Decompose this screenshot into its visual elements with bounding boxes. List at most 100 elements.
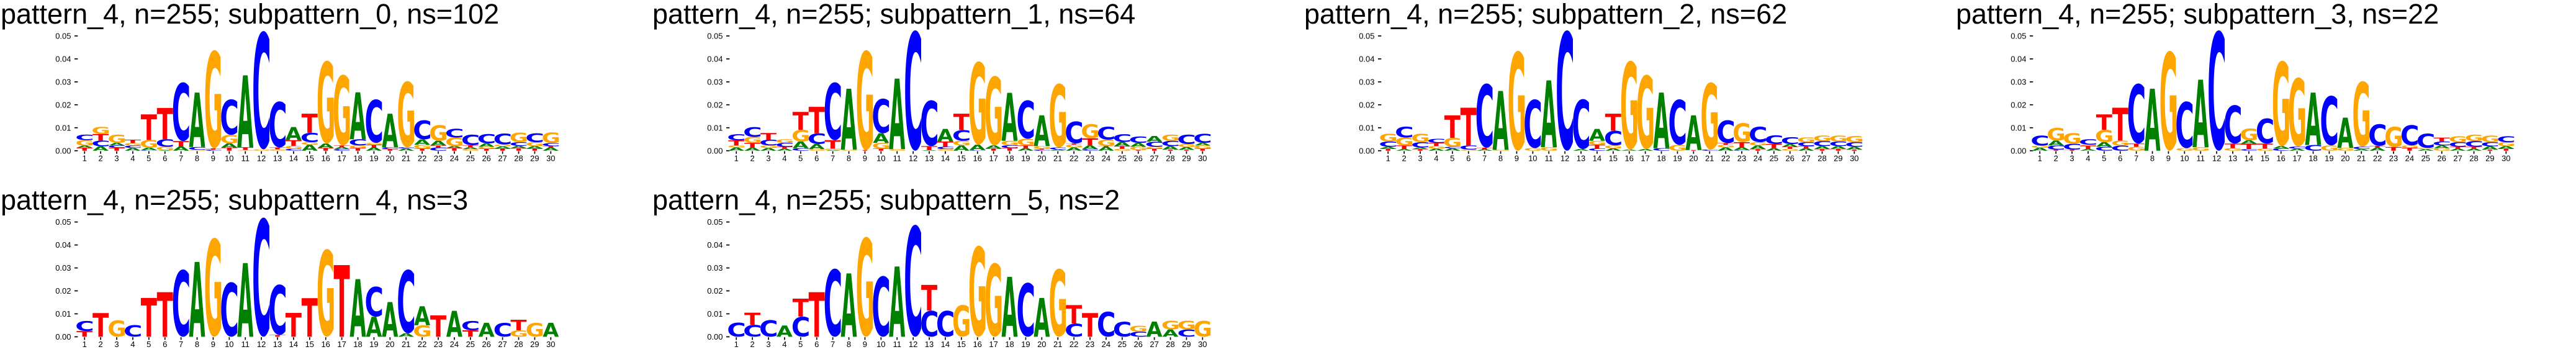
svg-text:8: 8 [1498, 153, 1503, 163]
svg-text:26: 26 [482, 153, 490, 163]
svg-text:29: 29 [1182, 340, 1191, 349]
svg-text:23: 23 [2389, 153, 2398, 163]
svg-text:4: 4 [2086, 153, 2090, 163]
svg-text:5: 5 [146, 340, 151, 349]
svg-text:16: 16 [321, 153, 330, 163]
svg-text:6: 6 [814, 153, 819, 163]
svg-text:11: 11 [893, 153, 901, 163]
svg-text:9: 9 [863, 340, 867, 349]
svg-text:0.02: 0.02 [1359, 100, 1374, 109]
svg-text:7: 7 [831, 153, 835, 163]
svg-text:27: 27 [1150, 340, 1158, 349]
svg-text:18: 18 [1005, 340, 1014, 349]
svg-text:22: 22 [418, 153, 426, 163]
svg-text:0.05: 0.05 [1359, 31, 1374, 40]
svg-text:0.03: 0.03 [55, 263, 71, 273]
svg-text:0.00: 0.00 [707, 146, 723, 155]
svg-text:7: 7 [2134, 153, 2138, 163]
svg-text:15: 15 [305, 340, 314, 349]
svg-text:25: 25 [466, 340, 475, 349]
svg-text:0.01: 0.01 [2011, 123, 2026, 132]
svg-text:11: 11 [241, 340, 250, 349]
svg-text:21: 21 [2357, 153, 2366, 163]
svg-text:1: 1 [734, 153, 739, 163]
svg-text:18: 18 [1657, 153, 1665, 163]
svg-text:19: 19 [1021, 153, 1030, 163]
svg-text:23: 23 [1737, 153, 1746, 163]
svg-text:14: 14 [289, 340, 298, 349]
svg-text:3: 3 [1418, 153, 1422, 163]
svg-text:30: 30 [546, 153, 555, 163]
svg-text:29: 29 [1182, 153, 1191, 163]
svg-text:pattern_4, n=255; subpattern_1: pattern_4, n=255; subpattern_1, ns=64 [652, 0, 1135, 30]
svg-text:0.00: 0.00 [2011, 146, 2026, 155]
svg-text:15: 15 [957, 153, 966, 163]
svg-text:22: 22 [1070, 153, 1078, 163]
svg-text:21: 21 [1053, 340, 1062, 349]
svg-text:20: 20 [385, 153, 394, 163]
svg-text:0.02: 0.02 [707, 100, 723, 109]
svg-text:7: 7 [831, 340, 835, 349]
svg-text:25: 25 [1770, 153, 1778, 163]
svg-text:14: 14 [941, 153, 950, 163]
svg-text:12: 12 [1560, 153, 1569, 163]
svg-text:18: 18 [2308, 153, 2317, 163]
svg-text:0.05: 0.05 [2011, 31, 2026, 40]
svg-text:14: 14 [289, 153, 298, 163]
svg-text:0.05: 0.05 [55, 31, 71, 40]
svg-text:17: 17 [989, 153, 998, 163]
svg-text:27: 27 [1150, 153, 1158, 163]
svg-text:20: 20 [1037, 340, 1046, 349]
svg-text:24: 24 [2405, 153, 2414, 163]
svg-text:21: 21 [402, 340, 410, 349]
svg-text:10: 10 [2180, 153, 2189, 163]
svg-text:23: 23 [434, 153, 443, 163]
svg-text:25: 25 [1118, 340, 1127, 349]
svg-text:7: 7 [179, 153, 183, 163]
svg-text:12: 12 [909, 340, 917, 349]
svg-text:26: 26 [1133, 340, 1142, 349]
svg-text:4: 4 [782, 340, 786, 349]
svg-text:8: 8 [847, 153, 851, 163]
svg-text:12: 12 [2212, 153, 2221, 163]
svg-text:24: 24 [1102, 153, 1110, 163]
svg-text:3: 3 [766, 340, 770, 349]
svg-text:20: 20 [1689, 153, 1698, 163]
svg-text:16: 16 [2276, 153, 2285, 163]
svg-text:18: 18 [1005, 153, 1014, 163]
svg-text:28: 28 [1817, 153, 1826, 163]
svg-text:1: 1 [83, 153, 87, 163]
svg-text:11: 11 [1544, 153, 1553, 163]
svg-text:0.02: 0.02 [55, 100, 71, 109]
svg-text:22: 22 [1721, 153, 1730, 163]
svg-text:0.02: 0.02 [707, 286, 723, 296]
svg-text:0.04: 0.04 [1359, 54, 1374, 63]
svg-text:1: 1 [1386, 153, 1390, 163]
svg-text:28: 28 [1166, 340, 1174, 349]
svg-text:13: 13 [273, 340, 282, 349]
svg-text:20: 20 [385, 340, 394, 349]
svg-text:22: 22 [1070, 340, 1078, 349]
svg-text:4: 4 [130, 153, 135, 163]
svg-text:6: 6 [814, 340, 819, 349]
svg-text:30: 30 [1198, 340, 1207, 349]
svg-text:26: 26 [1133, 153, 1142, 163]
svg-text:0.03: 0.03 [707, 263, 723, 273]
svg-text:14: 14 [941, 340, 950, 349]
svg-text:0.04: 0.04 [55, 54, 71, 63]
svg-text:27: 27 [498, 153, 507, 163]
svg-text:8: 8 [847, 340, 851, 349]
svg-text:27: 27 [1801, 153, 1810, 163]
svg-text:4: 4 [130, 340, 135, 349]
svg-text:2: 2 [98, 340, 102, 349]
svg-text:18: 18 [353, 153, 362, 163]
svg-text:4: 4 [782, 153, 786, 163]
svg-text:8: 8 [195, 340, 199, 349]
svg-text:28: 28 [514, 340, 523, 349]
svg-text:1: 1 [2038, 153, 2042, 163]
svg-text:0.03: 0.03 [55, 77, 71, 86]
svg-text:13: 13 [925, 153, 934, 163]
svg-text:pattern_4, n=255; subpattern_0: pattern_4, n=255; subpattern_0, ns=102 [1, 0, 499, 30]
svg-text:17: 17 [2292, 153, 2301, 163]
svg-text:15: 15 [2261, 153, 2269, 163]
